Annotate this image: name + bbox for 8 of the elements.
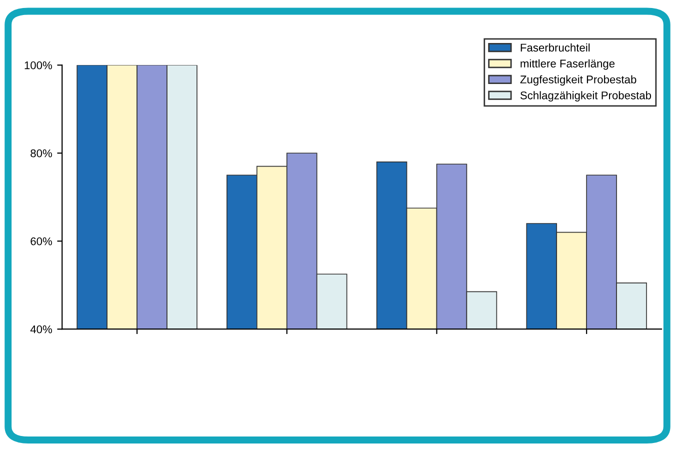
y-tick-label: 60% <box>30 237 52 246</box>
y-tick-label: 80% <box>30 149 52 158</box>
legend-label: Zugfestigkeit Probestab <box>520 75 636 86</box>
legend-label: Schlagzähigkeit Probestab <box>520 91 652 102</box>
y-tick-label: 40% <box>30 325 52 334</box>
legend-label: mittlere Faserlänge <box>520 59 615 70</box>
y-tick-label: 100% <box>24 61 52 70</box>
legend-label: Faserbruchteil <box>520 43 590 52</box>
